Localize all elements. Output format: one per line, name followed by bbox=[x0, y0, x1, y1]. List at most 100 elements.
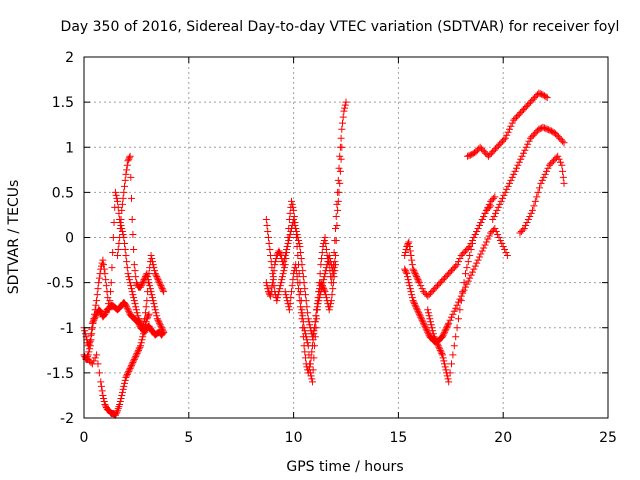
data-point bbox=[514, 161, 522, 169]
data-point bbox=[501, 188, 509, 196]
data-point bbox=[505, 125, 513, 133]
data-point bbox=[128, 361, 136, 369]
data-point bbox=[332, 212, 340, 220]
data-point bbox=[497, 197, 505, 205]
data-point bbox=[132, 351, 140, 359]
data-point bbox=[311, 324, 319, 332]
data-point bbox=[475, 253, 483, 261]
data-point bbox=[114, 252, 122, 260]
data-point bbox=[153, 274, 161, 282]
data-point bbox=[307, 354, 315, 362]
data-point bbox=[337, 155, 345, 163]
x-tick-label: 0 bbox=[80, 430, 89, 446]
data-point bbox=[435, 343, 443, 351]
data-point bbox=[342, 98, 350, 106]
data-point bbox=[124, 369, 132, 377]
data-point bbox=[90, 315, 98, 323]
data-point bbox=[267, 252, 275, 260]
data-point bbox=[496, 237, 504, 245]
data-point bbox=[494, 230, 502, 238]
data-point bbox=[502, 249, 510, 257]
data-point bbox=[156, 321, 164, 329]
data-point bbox=[446, 369, 454, 377]
data-point bbox=[463, 264, 471, 272]
data-point bbox=[438, 333, 446, 341]
data-point bbox=[504, 182, 512, 190]
data-point bbox=[135, 345, 143, 353]
data-point bbox=[267, 292, 275, 300]
data-point bbox=[412, 303, 420, 311]
data-point bbox=[276, 250, 284, 258]
data-point bbox=[149, 297, 157, 305]
data-point bbox=[461, 283, 469, 291]
data-point bbox=[121, 376, 129, 384]
data-point bbox=[405, 238, 413, 246]
data-point bbox=[100, 261, 108, 269]
data-point bbox=[487, 202, 495, 210]
data-point bbox=[558, 161, 566, 169]
data-point bbox=[282, 255, 290, 263]
series-arc-1d bbox=[114, 152, 168, 336]
data-point bbox=[132, 279, 140, 287]
data-point bbox=[422, 324, 430, 332]
data-point bbox=[288, 282, 296, 290]
data-point bbox=[473, 227, 481, 235]
data-point bbox=[436, 346, 444, 354]
data-point bbox=[132, 303, 140, 311]
data-point bbox=[282, 291, 290, 299]
data-point bbox=[102, 282, 110, 290]
data-point bbox=[489, 194, 497, 202]
data-point bbox=[475, 221, 483, 229]
data-point bbox=[461, 270, 469, 278]
data-point bbox=[306, 360, 314, 368]
data-point bbox=[322, 267, 330, 275]
data-point bbox=[298, 306, 306, 314]
data-point bbox=[149, 261, 157, 269]
data-point bbox=[313, 306, 321, 314]
data-point bbox=[144, 312, 152, 320]
data-point bbox=[289, 203, 297, 211]
data-point bbox=[542, 93, 550, 101]
data-point bbox=[263, 282, 271, 290]
data-point bbox=[154, 316, 162, 324]
data-point bbox=[284, 234, 292, 241]
data-point bbox=[408, 261, 416, 269]
data-point bbox=[295, 291, 303, 299]
data-point bbox=[503, 252, 511, 260]
data-point bbox=[410, 300, 418, 308]
data-point bbox=[425, 312, 433, 320]
data-point bbox=[128, 215, 136, 223]
data-point bbox=[158, 325, 166, 333]
data-point bbox=[299, 324, 307, 332]
data-point bbox=[450, 342, 458, 350]
data-point bbox=[522, 221, 530, 229]
data-point bbox=[335, 164, 343, 172]
data-point bbox=[300, 342, 308, 350]
data-point bbox=[299, 273, 307, 281]
data-point bbox=[560, 139, 568, 147]
data-point bbox=[498, 240, 506, 248]
data-point bbox=[124, 157, 132, 165]
series-arc-3e bbox=[489, 123, 568, 223]
data-point bbox=[117, 221, 125, 229]
data-point bbox=[296, 243, 304, 251]
data-point bbox=[440, 357, 448, 365]
data-point bbox=[139, 279, 147, 287]
data-point bbox=[309, 336, 317, 344]
data-point bbox=[155, 277, 163, 285]
data-point bbox=[436, 345, 444, 353]
data-point bbox=[303, 303, 311, 311]
data-point bbox=[508, 173, 516, 181]
data-point bbox=[278, 276, 286, 284]
data-point bbox=[404, 240, 412, 248]
data-point bbox=[495, 234, 503, 241]
data-point bbox=[485, 203, 493, 211]
data-point bbox=[507, 122, 515, 130]
data-point bbox=[117, 215, 125, 223]
data-point bbox=[480, 244, 488, 252]
data-point bbox=[464, 258, 472, 266]
y-tick-label: -0.5 bbox=[47, 276, 74, 292]
data-point bbox=[406, 243, 414, 251]
data-point bbox=[434, 340, 442, 348]
data-point bbox=[137, 283, 145, 291]
